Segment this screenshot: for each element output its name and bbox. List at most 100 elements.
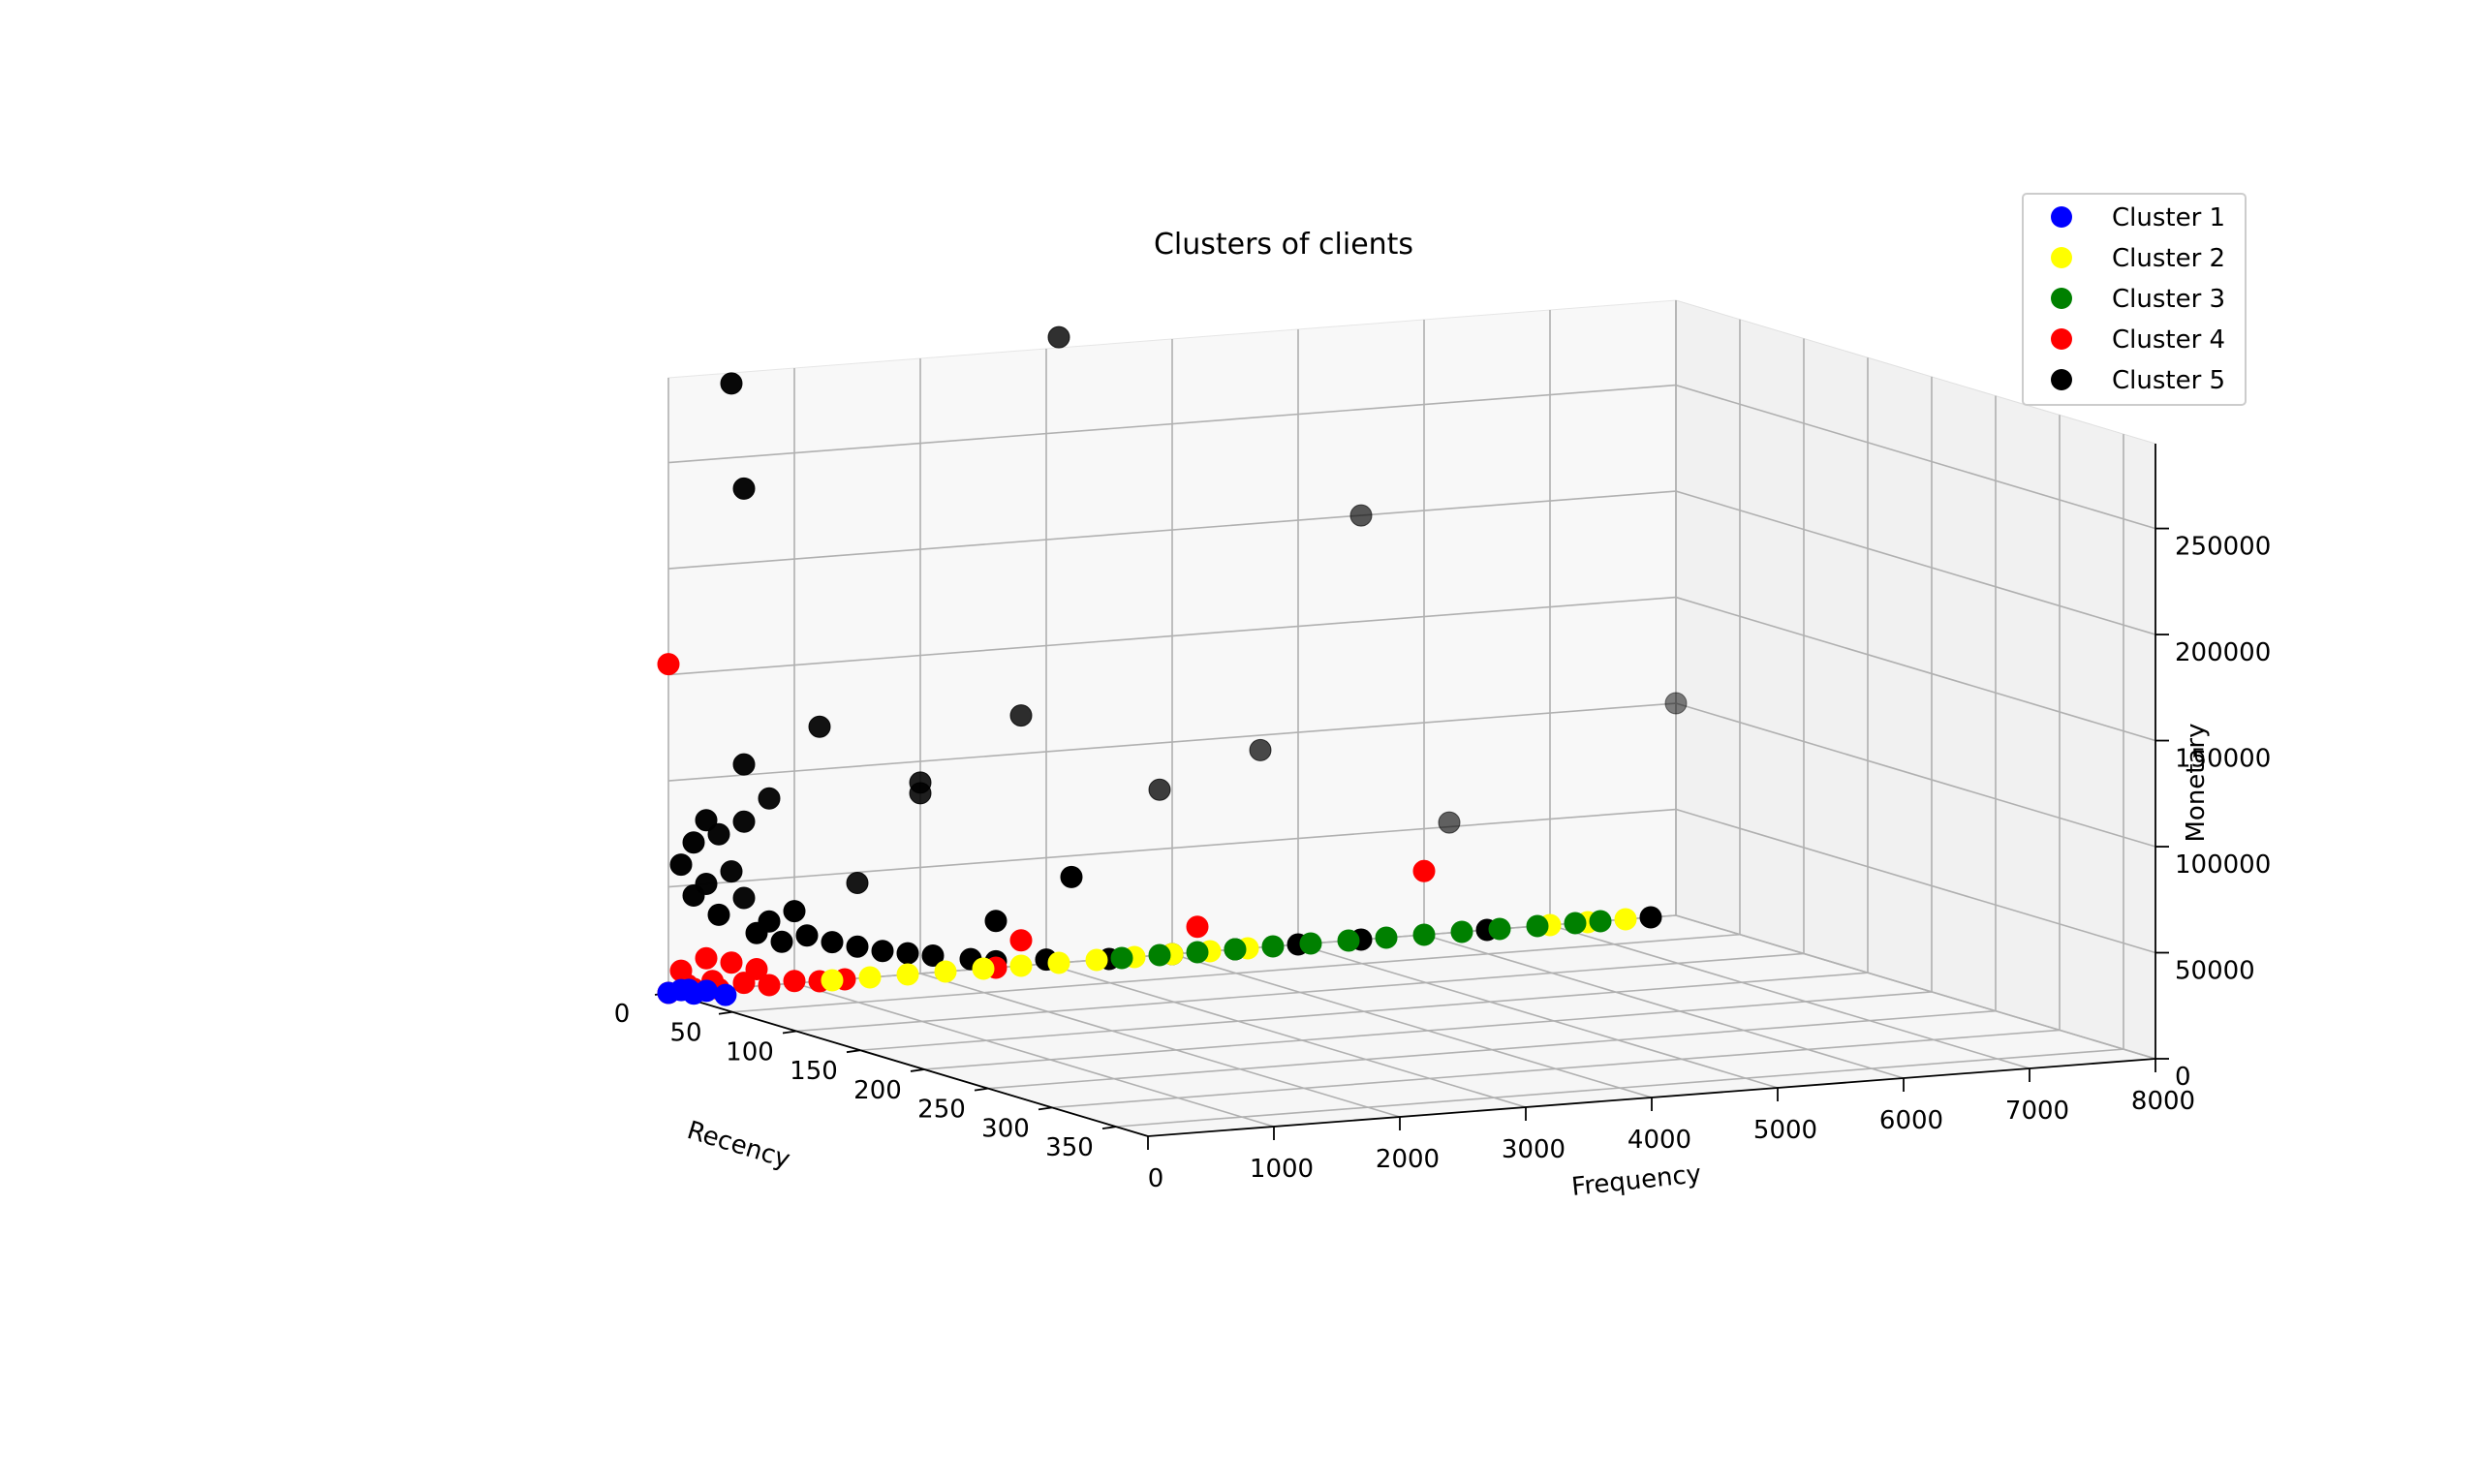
y-tick-label: 5000 <box>1753 1116 1817 1145</box>
x-tick-label: 100 <box>726 1037 774 1067</box>
data-points <box>657 325 1688 1006</box>
x-tick <box>718 1010 733 1015</box>
data-point-cluster-5 <box>1664 692 1688 715</box>
gridline-y-floor <box>793 982 1275 1128</box>
data-point-cluster-5 <box>707 822 730 846</box>
data-point-cluster-2 <box>1047 951 1070 974</box>
data-point-cluster-5 <box>745 921 768 944</box>
data-point-cluster-5 <box>896 942 919 965</box>
data-point-cluster-2 <box>1009 954 1033 977</box>
z-tick-label: 0 <box>2175 1063 2191 1092</box>
data-point-cluster-4 <box>1412 859 1436 882</box>
data-point-cluster-4 <box>745 958 768 980</box>
data-point-cluster-5 <box>732 753 756 776</box>
data-point-cluster-2 <box>896 963 919 986</box>
x-tick-label: 50 <box>669 1019 701 1048</box>
gridline-z-side <box>1675 702 2156 848</box>
tick-labels: 0 50 100 150 200 250 300 350 0 1000 2000 3000 4000 50… <box>614 533 2272 1193</box>
legend-marker-cluster-4 <box>2051 328 2072 350</box>
data-point-cluster-5 <box>669 853 693 877</box>
legend-frame <box>2022 193 2247 406</box>
x-axis-label: Recency <box>684 1116 793 1175</box>
data-point-cluster-1 <box>677 978 700 1002</box>
y-tick-label: 0 <box>1148 1164 1164 1193</box>
data-point-cluster-5 <box>707 903 730 926</box>
y-tick-label: 2000 <box>1376 1145 1440 1174</box>
x-tick-label: 250 <box>917 1096 966 1125</box>
data-point-cluster-5 <box>732 810 756 833</box>
legend-label-cluster-2: Cluster 2 <box>2112 244 2225 273</box>
y-tick-label: 6000 <box>1879 1106 1943 1135</box>
data-point-cluster-2 <box>934 960 957 983</box>
data-point-cluster-4 <box>1009 929 1033 952</box>
data-point-cluster-4 <box>695 946 718 970</box>
data-point-cluster-1 <box>714 983 737 1006</box>
data-point-cluster-3 <box>1564 912 1587 935</box>
data-point-cluster-4 <box>783 970 806 993</box>
data-point-cluster-5 <box>732 886 756 910</box>
tick-marks <box>654 527 2169 1150</box>
legend-marker-cluster-1 <box>2051 206 2072 228</box>
gridline-z-back <box>667 490 1677 570</box>
data-point-cluster-3 <box>1375 926 1398 949</box>
data-point-cluster-3 <box>1412 923 1436 946</box>
data-point-cluster-3 <box>1526 914 1549 938</box>
data-point-cluster-5 <box>1639 906 1662 929</box>
gridline-z-back <box>667 384 1677 464</box>
legend-label-cluster-1: Cluster 1 <box>2112 203 2225 232</box>
x-tick <box>782 1030 797 1035</box>
data-point-cluster-5 <box>695 873 718 895</box>
data-point-cluster-3 <box>1261 935 1285 958</box>
x-tick <box>1038 1106 1053 1111</box>
data-point-cluster-5 <box>1349 504 1373 527</box>
x-axis-line <box>667 992 1149 1137</box>
data-point-cluster-5 <box>1148 778 1171 801</box>
data-point-cluster-4 <box>720 951 743 974</box>
data-point-cluster-3 <box>1337 929 1360 952</box>
x-tick-label: 200 <box>853 1076 902 1105</box>
gridline-y-floor <box>1549 924 2030 1069</box>
data-point-cluster-4 <box>758 974 781 997</box>
data-point-cluster-5 <box>758 787 781 810</box>
data-point-cluster-5 <box>808 715 831 738</box>
gridline-z-back <box>667 702 1677 782</box>
data-point-cluster-4 <box>657 653 680 676</box>
y-axis-label: Frequency <box>1570 1159 1703 1202</box>
legend-marker-cluster-2 <box>2051 247 2072 268</box>
data-point-cluster-5 <box>1060 865 1083 888</box>
data-point-cluster-4 <box>669 959 693 982</box>
z-tick-label: 50000 <box>2175 957 2255 986</box>
z-tick-label: 100000 <box>2175 850 2271 880</box>
gridline-z-side <box>1675 490 2156 635</box>
gridline-y-floor <box>1423 934 1905 1079</box>
z-tick-label: 250000 <box>2175 533 2271 562</box>
data-point-cluster-5 <box>682 831 705 854</box>
chart-title: Clusters of clients <box>1154 228 1413 262</box>
data-point-cluster-5 <box>1047 325 1070 349</box>
x-tick <box>846 1049 861 1054</box>
data-point-cluster-5 <box>1249 738 1272 761</box>
data-point-cluster-5 <box>732 477 756 500</box>
data-point-cluster-5 <box>1009 704 1033 727</box>
gridline-z-side <box>1675 384 2156 530</box>
x-tick <box>910 1068 925 1072</box>
data-point-cluster-2 <box>858 966 882 989</box>
data-point-cluster-5 <box>770 930 793 953</box>
z-tick-label: 150000 <box>2175 745 2271 774</box>
data-point-cluster-2 <box>821 969 844 992</box>
x-tick <box>974 1087 989 1092</box>
data-point-cluster-5 <box>720 860 743 883</box>
data-point-cluster-2 <box>1085 948 1108 972</box>
data-point-cluster-4 <box>1186 915 1209 939</box>
data-point-cluster-3 <box>1110 946 1133 970</box>
data-point-cluster-3 <box>1224 938 1247 961</box>
z-axis-label: Monetary <box>2182 723 2211 842</box>
data-point-cluster-5 <box>921 944 945 967</box>
x-tick-label: 150 <box>790 1057 838 1086</box>
data-point-cluster-3 <box>1186 941 1209 964</box>
gridline-z-back <box>667 808 1677 888</box>
data-point-cluster-5 <box>846 872 869 894</box>
data-point-cluster-3 <box>1488 917 1511 941</box>
